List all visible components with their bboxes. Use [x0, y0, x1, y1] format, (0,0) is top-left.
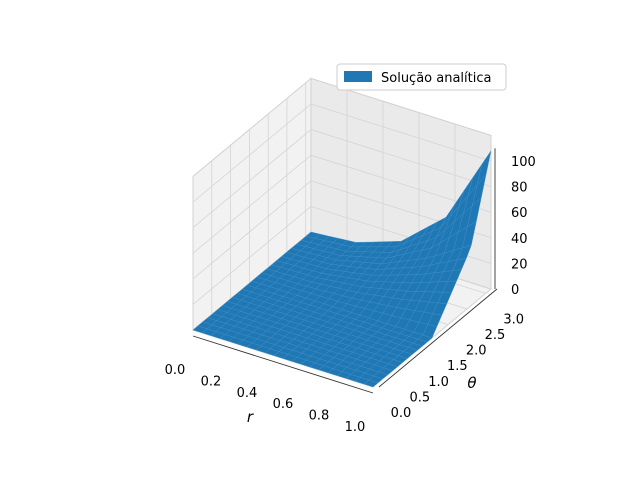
z-grid-line [192, 129, 492, 228]
z-tick-label: 20 [511, 257, 528, 272]
y-tick-label: 1.5 [447, 359, 468, 374]
z-grid-line [192, 103, 492, 203]
legend-swatch [344, 71, 372, 82]
x-axis-line [192, 335, 374, 394]
y-tick-label: 2.0 [466, 344, 487, 359]
x-tick-label: 0.8 [309, 409, 330, 424]
z-tick-label: 100 [511, 155, 536, 170]
x-tick-label: 0.4 [237, 386, 258, 401]
x-axis-label: r [247, 408, 254, 426]
surface-mesh [192, 150, 492, 388]
y-tick-label: 1.0 [428, 375, 449, 390]
z-grid-line [192, 154, 492, 254]
z-tick-label: 80 [511, 181, 528, 196]
z-tick-label: 40 [511, 232, 528, 247]
legend-frame [336, 63, 507, 91]
y-tick-label: 3.0 [503, 312, 524, 327]
y-axis-line [378, 288, 498, 388]
y-tick-label: 0.0 [391, 406, 412, 421]
z-grid-line [192, 180, 492, 280]
tick-labels: 0.00.20.40.60.81.00.00.51.01.52.02.53.00… [165, 155, 536, 435]
legend-entry: Solução analítica [381, 71, 491, 86]
y-tick-label: 2.5 [485, 328, 506, 343]
z-tick-label: 60 [511, 206, 528, 221]
z-tick-label: 0 [511, 283, 519, 298]
surface-patch [363, 379, 379, 388]
x-tick-label: 0.0 [165, 363, 186, 378]
y-axis-label: θ [467, 374, 476, 392]
legend: Solução analítica [336, 63, 507, 91]
x-tick-label: 0.6 [273, 397, 294, 412]
x-tick-label: 0.2 [201, 374, 222, 389]
axes-lines [192, 148, 498, 394]
x-tick-label: 1.0 [345, 420, 366, 435]
y-tick-label: 0.5 [409, 390, 430, 405]
